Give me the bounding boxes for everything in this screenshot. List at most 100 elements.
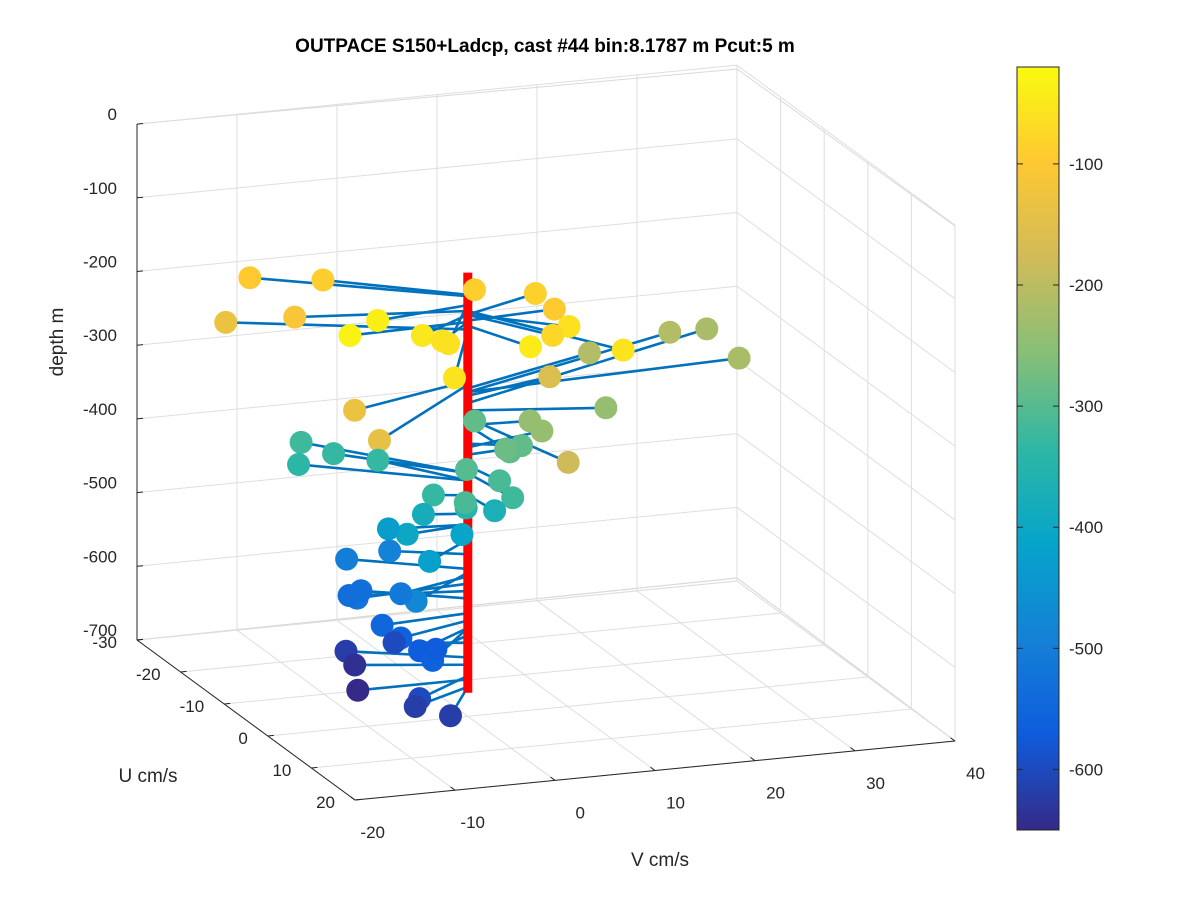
velocity-marker	[523, 282, 547, 306]
v-tick-label: 10	[666, 794, 685, 813]
z-axis-ticks: 0 -100 -200 -300 -400 -500 -600 -700	[83, 105, 144, 641]
u-tick-mark	[224, 702, 231, 705]
velocity-marker	[463, 409, 487, 433]
velocity-marker	[343, 653, 367, 677]
grid-line	[736, 285, 956, 447]
u-tick-mark	[267, 734, 274, 737]
velocity-marker	[311, 268, 335, 292]
grid-line	[536, 600, 756, 762]
velocity-marker	[214, 310, 238, 334]
velocity-marker	[594, 396, 618, 420]
v-tick-mark	[450, 786, 456, 791]
velocity-marker	[519, 335, 542, 359]
velocity-marker	[335, 547, 359, 571]
colorbar-tick-label: -300	[1069, 397, 1103, 416]
velocity-marker	[411, 502, 435, 526]
velocity-marker	[395, 522, 419, 546]
z-tick-label: 0	[108, 105, 117, 124]
velocity-stems	[225, 276, 740, 717]
velocity-marker	[338, 323, 362, 347]
velocity-stem	[467, 351, 590, 390]
grid-line	[336, 619, 556, 781]
u-tick-label: 20	[316, 793, 335, 812]
grid-line	[136, 580, 738, 641]
z-tick-label: -200	[83, 253, 117, 272]
velocity-marker	[370, 613, 394, 637]
velocity-stem	[357, 678, 468, 692]
velocity-marker	[462, 278, 486, 302]
grid-line	[636, 590, 856, 752]
velocity-markers	[214, 266, 751, 728]
grid-line	[311, 708, 912, 769]
velocity-marker	[556, 450, 580, 474]
grid-line	[267, 676, 868, 737]
u-tick-label: -30	[92, 633, 117, 652]
z-tick-label: -400	[83, 400, 117, 419]
grid-line	[136, 433, 738, 494]
z-tick-label: -600	[83, 547, 117, 566]
velocity-marker	[366, 448, 390, 472]
velocity-marker	[542, 297, 566, 321]
velocity-stem	[298, 463, 468, 482]
grid-line	[736, 506, 956, 668]
velocity-marker	[541, 323, 565, 347]
velocity-marker	[430, 329, 454, 353]
v-tick-label: 30	[866, 774, 885, 793]
z-tick-mark	[136, 270, 144, 272]
grid-line	[736, 433, 956, 595]
v-axis-label: V cm/s	[631, 850, 689, 871]
velocity-stem	[467, 307, 555, 322]
v-tick-label: 40	[966, 764, 985, 783]
velocity-stem	[377, 459, 469, 482]
v-tick-label: 20	[766, 784, 785, 803]
z-tick-label: -500	[83, 474, 117, 493]
velocity-marker	[346, 678, 370, 702]
velocity-marker	[538, 365, 562, 389]
u-tick-mark	[354, 798, 362, 801]
velocity-marker	[439, 704, 462, 728]
velocity-marker	[577, 341, 601, 365]
u-axis-label: U cm/s	[118, 766, 177, 787]
colorbar-tick-label: -200	[1069, 276, 1103, 295]
colorbar-tick-label: -500	[1069, 639, 1103, 658]
velocity-marker	[343, 398, 367, 422]
v-tick-label: -20	[360, 823, 385, 842]
velocity-marker	[494, 437, 518, 461]
v-tick-mark	[550, 776, 556, 781]
velocity-stem	[346, 557, 468, 571]
grid-line	[436, 610, 656, 771]
u-tick-label: -10	[180, 697, 205, 716]
u-axis-ticks: -30 -20 -10 0 10 20	[92, 633, 362, 812]
z-tick-label: -700	[83, 621, 117, 640]
velocity-stem	[467, 375, 551, 398]
v-tick-label: 0	[576, 803, 585, 822]
colorbar-tick-label: -600	[1069, 760, 1103, 779]
velocity-marker	[442, 366, 466, 390]
velocity-marker	[322, 442, 346, 466]
v-tick-mark	[750, 756, 756, 762]
grid-line	[236, 629, 456, 791]
velocity-stem	[467, 331, 671, 394]
velocity-marker	[367, 429, 391, 453]
z-tick-mark	[136, 196, 144, 199]
velocity-marker	[418, 549, 442, 573]
z-tick-mark	[136, 491, 144, 494]
velocity-marker	[376, 517, 400, 541]
velocity-marker	[382, 631, 406, 655]
velocity-stem	[345, 649, 468, 659]
velocity-marker	[421, 483, 445, 507]
grid-line	[736, 359, 956, 521]
velocity-stem	[322, 278, 468, 297]
velocity-stem	[467, 292, 536, 316]
grid-line	[180, 612, 781, 673]
u-tick-label: 0	[238, 729, 247, 748]
grid-line	[736, 138, 956, 300]
grid-line	[136, 285, 738, 346]
velocity-marker	[455, 457, 479, 481]
velocity-stem	[378, 383, 469, 442]
u-tick-label: -20	[136, 665, 161, 684]
velocity-marker	[410, 323, 434, 347]
colorbar: -100 -200 -300 -400 -500 -600	[1016, 66, 1103, 831]
v-tick-label: -10	[460, 813, 485, 832]
z-tick-mark	[136, 565, 144, 567]
